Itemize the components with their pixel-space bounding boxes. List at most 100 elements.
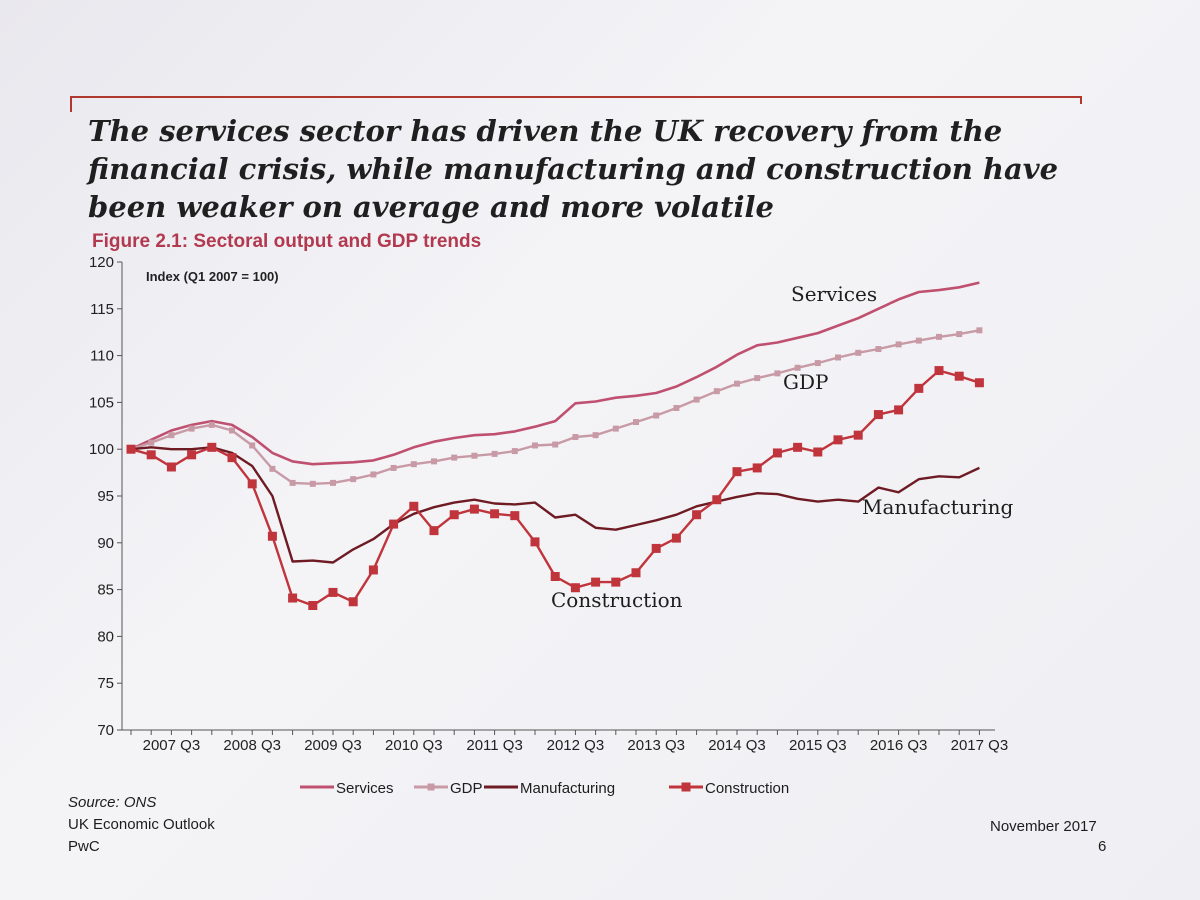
data-point-construction — [227, 453, 237, 463]
data-point-construction — [409, 501, 419, 511]
y-axis-title: Index (Q1 2007 = 100) — [146, 269, 279, 284]
data-point-construction — [712, 495, 722, 505]
data-point-construction — [772, 448, 782, 458]
data-point-construction — [894, 405, 904, 415]
data-point-gdp — [956, 331, 963, 338]
y-tick-label: 70 — [97, 722, 114, 739]
data-point-construction — [954, 371, 964, 381]
data-point-construction — [570, 583, 580, 593]
y-tick-label: 95 — [97, 488, 114, 505]
page-number: 6 — [1098, 838, 1107, 855]
annotation-services: Services — [791, 282, 877, 306]
data-point-gdp — [653, 412, 660, 419]
data-point-construction — [550, 571, 560, 581]
headline-line-3: been weaker on average and more volatile — [88, 190, 774, 224]
x-tick-label: 2017 Q3 — [951, 737, 1009, 754]
legend-label-services: Services — [336, 780, 394, 797]
figure-title: Figure 2.1: Sectoral output and GDP tren… — [92, 231, 482, 252]
data-point-construction — [247, 479, 257, 489]
data-point-gdp — [976, 327, 983, 334]
data-point-construction — [813, 447, 823, 457]
data-point-gdp — [511, 448, 518, 455]
data-point-construction — [429, 526, 439, 536]
data-point-construction — [651, 543, 661, 553]
data-point-construction — [793, 442, 803, 452]
publication-date: November 2017 — [990, 818, 1097, 835]
legend-label-construction: Construction — [705, 780, 789, 797]
data-point-gdp — [309, 480, 316, 487]
data-point-gdp — [936, 333, 942, 340]
data-point-construction — [591, 577, 601, 587]
data-point-gdp — [592, 432, 599, 439]
line-chart: 70 75 80 85 90 95 100 105 110 115 120 2007 Q3 2008 Q… — [89, 254, 1013, 797]
data-point-construction — [692, 510, 702, 520]
data-point-construction — [490, 509, 500, 519]
data-point-gdp — [410, 461, 417, 468]
firm-name: PwC — [68, 838, 100, 855]
data-point-gdp — [330, 479, 336, 486]
annotation-construction: Construction — [551, 588, 683, 612]
top-rule-right-tick — [1080, 96, 1082, 104]
data-point-gdp — [552, 441, 559, 448]
y-tick-label: 115 — [90, 301, 114, 318]
data-point-gdp — [713, 388, 720, 395]
data-point-construction — [288, 593, 298, 603]
data-point-gdp — [835, 354, 841, 361]
x-tick-label: 2008 Q3 — [223, 737, 281, 754]
data-point-gdp — [168, 432, 175, 439]
data-point-gdp — [532, 442, 538, 449]
data-point-construction — [449, 510, 459, 520]
data-point-gdp — [673, 405, 680, 412]
data-point-gdp — [390, 464, 397, 471]
publication-name: UK Economic Outlook — [68, 816, 215, 833]
data-point-gdp — [572, 434, 579, 441]
data-point-gdp — [693, 396, 700, 403]
data-point-gdp — [188, 425, 195, 432]
x-tick-label: 2011 Q3 — [466, 737, 522, 754]
data-point-construction — [611, 577, 621, 587]
data-point-construction — [328, 587, 338, 597]
x-tick-label: 2010 Q3 — [385, 737, 443, 754]
y-tick-label: 110 — [90, 348, 114, 365]
series-line-construction — [130, 369, 980, 607]
x-tick-label: 2012 Q3 — [547, 737, 605, 754]
data-point-construction — [671, 533, 681, 543]
data-point-gdp — [229, 427, 235, 434]
data-point-gdp — [208, 421, 215, 428]
legend-marker-construction — [681, 782, 691, 792]
data-point-gdp — [471, 452, 478, 459]
data-point-construction — [389, 519, 399, 529]
data-point-construction — [530, 537, 540, 547]
x-tick-label: 2007 Q3 — [143, 737, 201, 754]
x-tick-label: 2015 Q3 — [789, 737, 847, 754]
data-point-construction — [166, 462, 176, 472]
legend-marker-gdp — [427, 783, 435, 791]
data-point-construction — [752, 463, 762, 473]
data-point-construction — [510, 511, 520, 521]
data-point-construction — [207, 442, 217, 452]
data-point-gdp — [269, 465, 276, 472]
data-point-construction — [732, 467, 742, 477]
x-tick-label: 2009 Q3 — [304, 737, 362, 754]
data-point-construction — [368, 565, 378, 575]
data-point-construction — [873, 410, 883, 420]
y-tick-label: 120 — [89, 254, 114, 271]
data-point-gdp — [774, 370, 781, 377]
legend-label-manufacturing: Manufacturing — [520, 780, 615, 797]
data-point-gdp — [249, 442, 256, 449]
data-point-gdp — [431, 458, 437, 465]
data-point-gdp — [350, 476, 357, 483]
data-point-gdp — [370, 471, 377, 478]
data-point-gdp — [814, 360, 821, 367]
data-point-construction — [308, 601, 318, 611]
data-point-gdp — [875, 346, 882, 353]
data-point-construction — [126, 444, 136, 454]
series-line-gdp — [130, 329, 980, 485]
data-point-gdp — [612, 425, 619, 432]
data-point-construction — [631, 568, 641, 578]
y-tick-label: 75 — [97, 675, 114, 692]
data-point-gdp — [633, 419, 639, 426]
data-point-construction — [853, 430, 863, 440]
headline: The services sector has driven the UK re… — [88, 112, 1088, 226]
data-point-gdp — [895, 341, 902, 348]
